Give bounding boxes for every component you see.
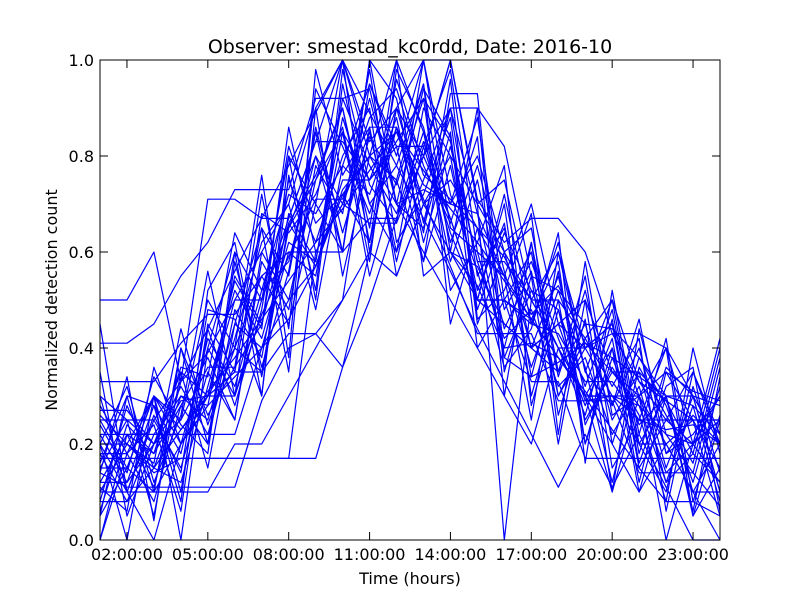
series-line-23	[99, 59, 721, 493]
x-tick-label: 17:00:00	[495, 545, 567, 564]
x-tick-label: 14:00:00	[415, 545, 487, 564]
x-axis: 02:00:00 05:00:00 08:00:00 11:00:00 14:00:00…	[91, 60, 729, 564]
series-line-22	[99, 83, 721, 483]
chart-title: Observer: smestad_kc0rdd, Date: 2016-10	[208, 36, 612, 58]
series-line-36	[99, 59, 721, 512]
y-tick-label: 0.6	[69, 243, 94, 262]
series-line-27	[99, 59, 721, 517]
series-line-29	[99, 68, 721, 503]
x-tick-label: 02:00:00	[91, 545, 163, 564]
y-tick-label: 0.2	[69, 435, 94, 454]
x-tick-label: 20:00:00	[576, 545, 648, 564]
series-line-40	[99, 107, 721, 512]
series-line-39	[99, 68, 721, 464]
y-tick-label: 0.8	[69, 147, 94, 166]
series-line-28	[99, 83, 721, 493]
x-tick-label: 05:00:00	[172, 545, 244, 564]
y-axis: 0.0 0.2 0.4 0.6 0.8 1.0	[69, 51, 720, 550]
x-tick-label: 11:00:00	[334, 545, 406, 564]
y-axis-label: Normalized detection count	[42, 189, 61, 411]
y-tick-label: 0.0	[69, 531, 94, 550]
series-line-37	[99, 68, 721, 483]
x-tick-label: 23:00:00	[657, 545, 729, 564]
series-layer	[99, 59, 721, 541]
y-tick-label: 1.0	[69, 51, 94, 70]
plot-frame	[99, 59, 721, 541]
x-axis-label: Time (hours)	[358, 569, 461, 588]
x-tick-label: 08:00:00	[253, 545, 325, 564]
series-line-14	[100, 131, 721, 517]
series-line-35	[99, 59, 721, 503]
y-tick-label: 0.4	[69, 339, 94, 358]
series-line-38	[99, 88, 721, 512]
